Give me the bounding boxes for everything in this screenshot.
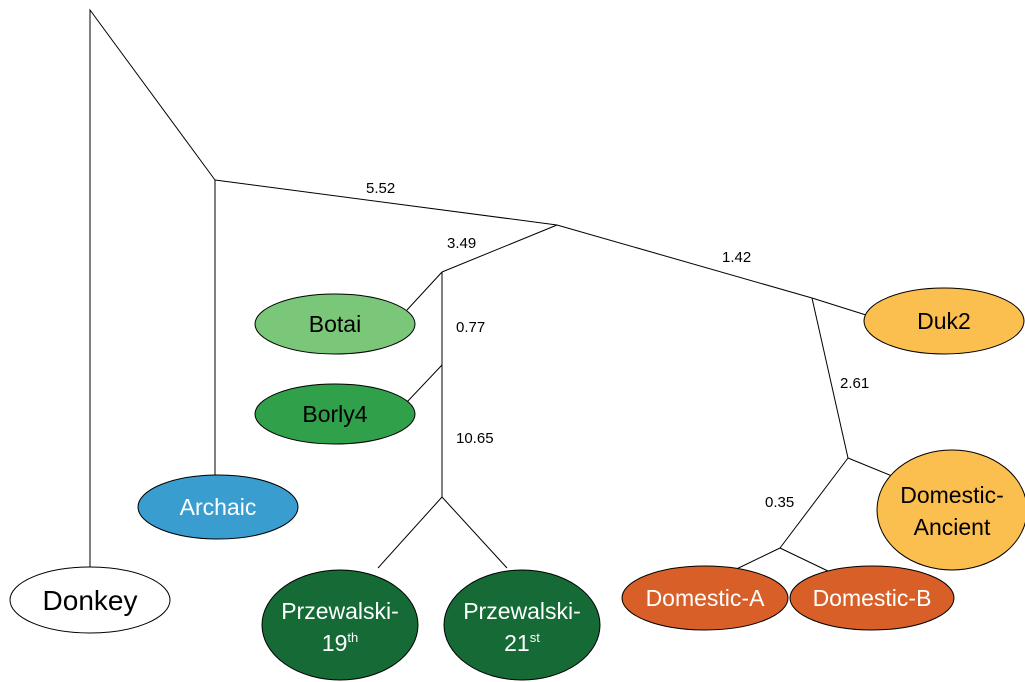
- node-duk2: [863, 287, 1025, 355]
- node-domestic-ancient: [876, 449, 1025, 571]
- branch: [89, 8, 216, 570]
- label-sup: th: [347, 630, 358, 645]
- node-label: 19th: [322, 630, 358, 656]
- branch-length: 0.35: [765, 494, 794, 511]
- node-label: Borly4: [302, 401, 367, 427]
- node-label: Domestic-B: [813, 585, 932, 611]
- branch: [214, 179, 558, 226]
- node-label: Przewalski-: [463, 598, 581, 624]
- branch-length: 10.65: [456, 430, 494, 447]
- node-label: Donkey: [43, 585, 138, 616]
- node-label: Ancient: [914, 514, 991, 540]
- node-archaic: [137, 474, 299, 540]
- node-label: Domestic-: [900, 482, 1004, 508]
- node-przewalski-21: [443, 569, 601, 681]
- branch: [441, 496, 508, 569]
- branch: [779, 547, 831, 573]
- branch: [406, 271, 443, 311]
- branch-length: 2.61: [840, 375, 869, 392]
- branch: [811, 297, 867, 316]
- node-label: Archaic: [180, 494, 257, 520]
- node-label: 21st: [504, 630, 540, 656]
- node-donkey: [9, 566, 171, 634]
- branch: [441, 224, 558, 273]
- label-sup: st: [530, 630, 541, 645]
- branch-length: 0.77: [456, 319, 485, 336]
- branches: [89, 8, 893, 577]
- node-label: Duk2: [917, 308, 971, 334]
- branch: [556, 224, 813, 299]
- branch: [406, 364, 443, 403]
- node-domestic-a: [621, 565, 789, 631]
- branch-lengths: 5.52 3.49 0.77 10.65 1.42 2.61 0.35: [366, 180, 869, 511]
- branch: [779, 457, 849, 549]
- node-label: Domestic-A: [646, 585, 766, 611]
- taxa: Donkey Archaic Botai Borly4 Przewalski- …: [9, 287, 1025, 681]
- node-borly4: [254, 383, 416, 445]
- label-line: 19: [322, 630, 348, 656]
- node-label: Botai: [309, 311, 361, 337]
- branch-length: 3.49: [447, 235, 476, 252]
- branch-length: 5.52: [366, 180, 395, 197]
- node-botai: [254, 293, 416, 355]
- node-domestic-b: [789, 565, 955, 631]
- node-label: Przewalski-: [281, 598, 399, 624]
- label-line: 21: [504, 630, 530, 656]
- node-przewalski-19: [261, 569, 419, 681]
- branch-length: 1.42: [722, 249, 751, 266]
- branch: [811, 297, 849, 459]
- branch: [847, 457, 893, 477]
- branch: [377, 496, 443, 569]
